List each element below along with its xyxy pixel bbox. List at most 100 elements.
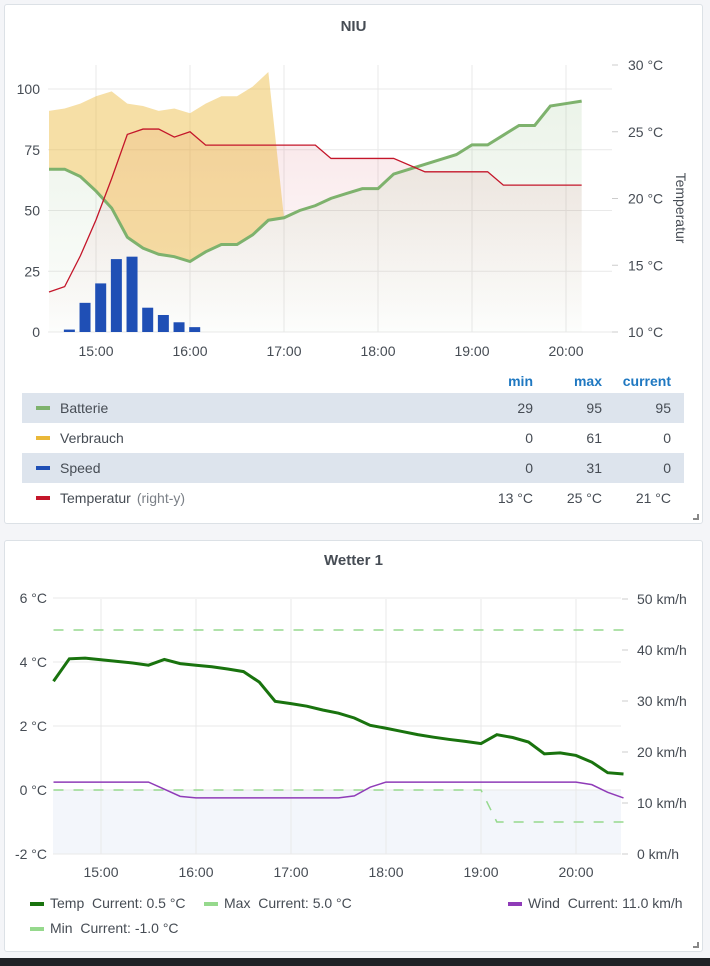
x-tick-label: 20:00 <box>558 864 593 880</box>
series-name: Temperatur <box>60 490 131 506</box>
legend-name: Temp <box>50 895 85 911</box>
batterie-line <box>49 99 582 264</box>
legend-row-batterie[interactable]: Batterie 29 95 95 <box>22 393 684 423</box>
legend-min-value: 0 <box>525 460 533 476</box>
legend-current-value: 21 °C <box>635 490 671 506</box>
legend-series-name: Speed <box>60 460 106 476</box>
x-tick-label: 19:00 <box>463 864 498 880</box>
y-right-tick-label: 30 km/h <box>637 693 687 709</box>
legend-min-value: 29 <box>517 400 533 416</box>
speed-bar <box>142 307 154 332</box>
legend-current-label: Current: <box>80 920 131 936</box>
legend-item-temp[interactable]: Temp Current: 0.5 °C <box>30 895 186 911</box>
legend-name: Min <box>50 920 73 936</box>
series-color-swatch <box>30 927 44 932</box>
legend-current-value: 5.0 °C <box>312 895 352 911</box>
legend-current-value: -1.0 °C <box>134 920 179 936</box>
legend-series-name: Verbrauch <box>60 430 130 446</box>
y-left-tick-label: 2 °C <box>20 718 47 734</box>
y-right-tick-label: 10 °C <box>628 324 663 340</box>
x-tick-label: 19:00 <box>454 343 489 359</box>
series-name: Verbrauch <box>60 430 124 446</box>
series-color-swatch <box>36 436 50 440</box>
speed-bar <box>110 259 122 332</box>
y-right-tick-label: 0 km/h <box>637 846 679 862</box>
speed-bar <box>79 302 91 332</box>
wetter-panel: Wetter 1 <box>4 540 703 952</box>
batterie-area-fill <box>49 101 582 333</box>
legend-min-value: 13 °C <box>497 490 533 506</box>
legend-row-temperatur[interactable]: Temperatur (right-y) 13 °C 25 °C 21 °C <box>22 483 684 513</box>
niu-panel-title[interactable]: NIU <box>340 18 367 35</box>
temp-line <box>52 656 624 776</box>
legend-current-value: 95 <box>655 400 671 416</box>
legend-row-verbrauch[interactable]: Verbrauch 0 61 0 <box>22 423 684 453</box>
y-left-tick-label: 4 °C <box>20 654 47 670</box>
legend-max-value: 25 °C <box>566 490 602 506</box>
wind-line <box>53 781 624 799</box>
x-tick-label: 18:00 <box>360 343 395 359</box>
legend-item-wind[interactable]: Wind Current: 11.0 km/h <box>508 895 683 911</box>
legend-item-min[interactable]: Min Current: -1.0 °C <box>30 920 179 936</box>
legend-name: Max <box>224 895 251 911</box>
y-right-tick-label: 15 °C <box>628 257 663 273</box>
legend-header-min[interactable]: min <box>508 373 533 389</box>
series-name: Batterie <box>60 400 109 416</box>
speed-bar <box>63 329 75 332</box>
y-right-tick-label: 20 km/h <box>637 744 687 760</box>
x-tick-label: 17:00 <box>266 343 301 359</box>
legend-item-max[interactable]: Max Current: 5.0 °C <box>204 895 352 911</box>
y-left-tick-label: -2 °C <box>15 846 47 862</box>
legend-header-current[interactable]: current <box>622 373 671 389</box>
y-right-tick-label: 30 °C <box>628 57 663 73</box>
legend-row-speed[interactable]: Speed 0 31 0 <box>22 453 684 483</box>
y-left-tick-label: 75 <box>24 142 40 158</box>
wetter-panel-title[interactable]: Wetter 1 <box>324 552 383 569</box>
series-color-swatch <box>508 902 522 907</box>
x-tick-label: 16:00 <box>178 864 213 880</box>
series-color-swatch <box>30 902 44 907</box>
legend-current-label: Current: <box>567 895 619 911</box>
legend-current-label: Current: <box>258 895 309 911</box>
legend-current-value: 0 <box>663 460 671 476</box>
y-right-tick-label: 50 km/h <box>637 591 687 607</box>
y-right-tick-label: 40 km/h <box>637 642 687 658</box>
verbrauch-area <box>49 71 284 262</box>
below-zero-threshold-fill <box>53 790 621 854</box>
y-right-axis-label: Temperatur <box>673 173 689 244</box>
speed-bar <box>189 327 201 332</box>
series-color-swatch <box>36 496 50 500</box>
y-left-tick-label: 0 °C <box>20 782 47 798</box>
y-left-tick-label: 0 <box>32 324 40 340</box>
min-line <box>53 789 624 823</box>
resize-handle-icon[interactable] <box>693 942 699 948</box>
y-left-tick-label: 6 °C <box>20 590 47 606</box>
legend-series-name: Batterie <box>60 400 114 416</box>
legend-min-value: 0 <box>525 430 533 446</box>
y-left-tick-label: 100 <box>17 81 41 97</box>
y-left-tick-label: 25 <box>24 263 40 279</box>
legend-max-value: 95 <box>586 400 602 416</box>
legend-name: Wind <box>528 895 560 911</box>
series-color-swatch <box>36 406 50 410</box>
speed-bar <box>173 322 185 332</box>
legend-header-max[interactable]: max <box>573 373 602 389</box>
legend-current-label: Current: <box>92 895 143 911</box>
series-color-swatch <box>204 902 218 907</box>
legend-current-value: 0 <box>663 430 671 446</box>
y-left-tick-label: 50 <box>24 203 40 219</box>
x-tick-label: 18:00 <box>368 864 403 880</box>
speed-bar <box>95 283 107 332</box>
speed-bar <box>157 314 169 332</box>
legend-series-name: Temperatur (right-y) <box>60 490 185 506</box>
y-right-tick-label: 25 °C <box>628 124 663 140</box>
x-tick-label: 20:00 <box>548 343 583 359</box>
series-color-swatch <box>36 466 50 470</box>
x-tick-label: 15:00 <box>78 343 113 359</box>
bottom-bar <box>0 958 710 966</box>
legend-current-value: 0.5 °C <box>146 895 186 911</box>
legend-current-value: 11.0 km/h <box>622 895 683 911</box>
legend-max-value: 61 <box>586 430 602 446</box>
resize-handle-icon[interactable] <box>693 514 699 520</box>
